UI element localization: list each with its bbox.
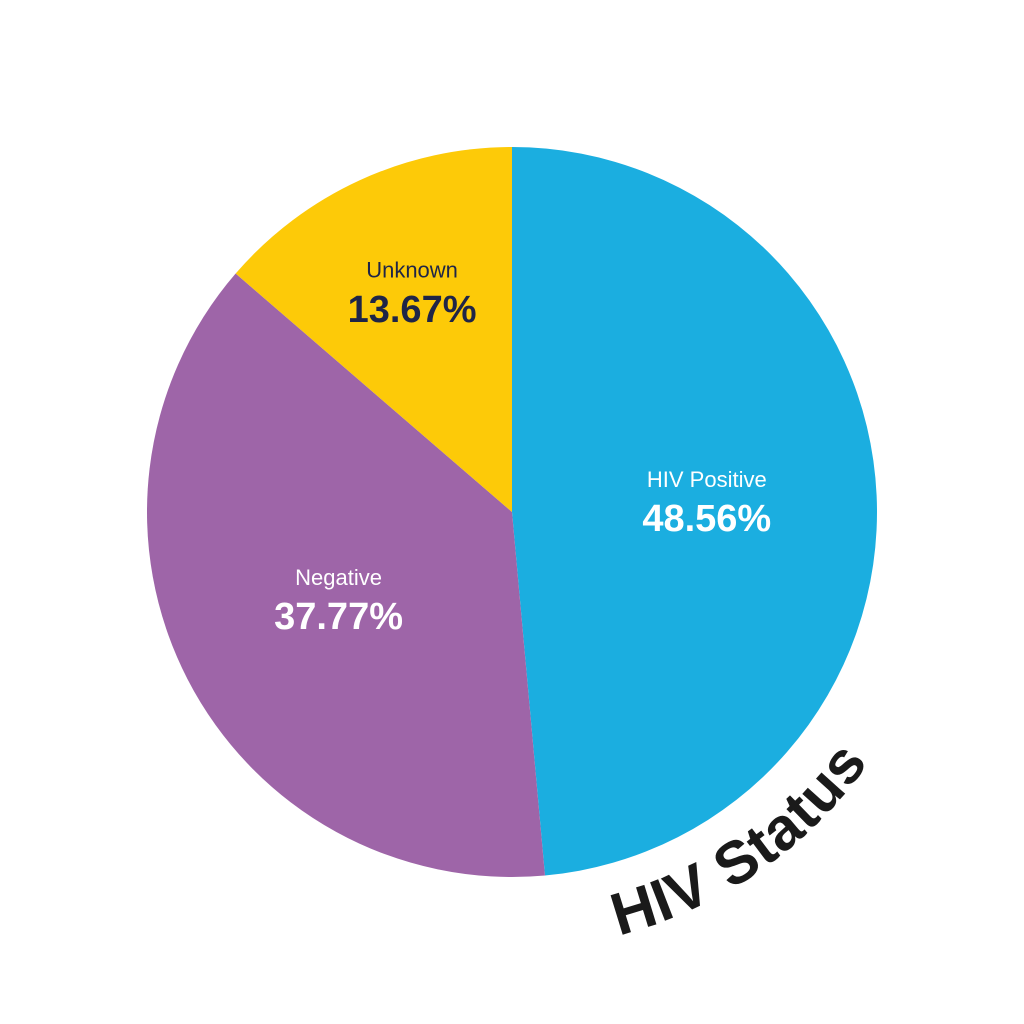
slice-label: HIV Positive bbox=[647, 467, 767, 492]
slice-value: 48.56% bbox=[642, 498, 771, 540]
slice-value: 37.77% bbox=[274, 596, 403, 638]
slice-value: 13.67% bbox=[348, 289, 477, 331]
pie-slice bbox=[146, 273, 545, 878]
slice-label: Negative bbox=[295, 565, 382, 590]
pie-slice bbox=[512, 147, 878, 876]
pie-slice bbox=[235, 147, 513, 512]
slice-label: Unknown bbox=[366, 258, 458, 283]
